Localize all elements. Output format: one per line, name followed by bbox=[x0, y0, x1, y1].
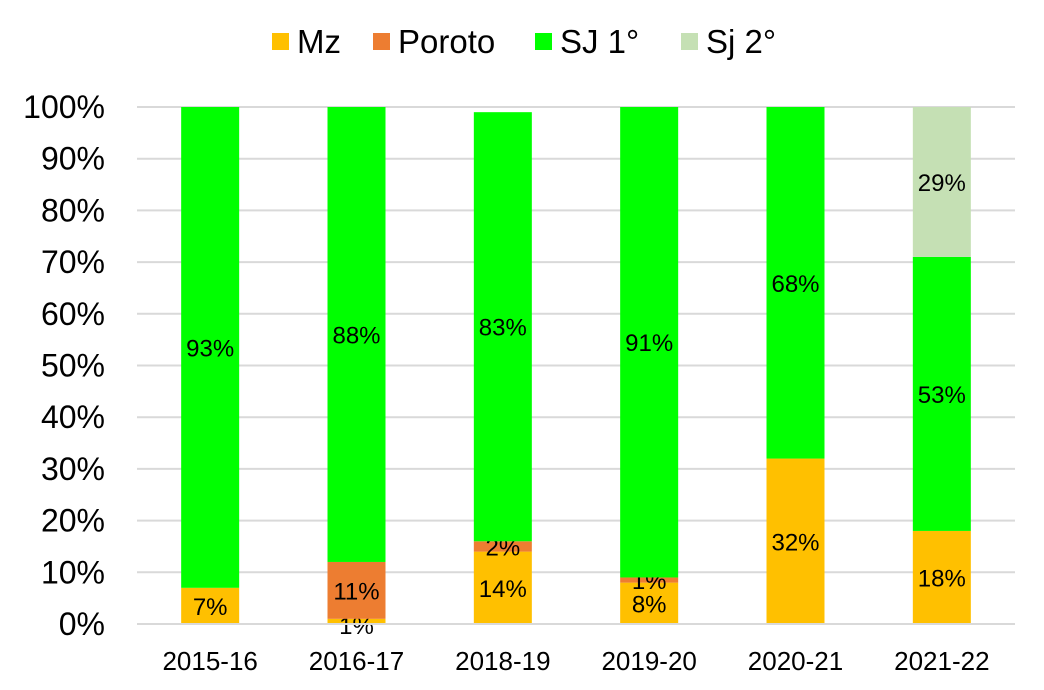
data-label: 93% bbox=[186, 335, 234, 362]
bar-segment bbox=[327, 107, 386, 562]
y-tick-label: 30% bbox=[41, 451, 105, 487]
y-tick-label: 100% bbox=[23, 89, 105, 125]
bar-segment bbox=[181, 587, 240, 624]
legend-swatch bbox=[272, 33, 289, 50]
legend-label: Mz bbox=[297, 23, 341, 60]
y-tick-label: 70% bbox=[41, 244, 105, 280]
legend-swatch bbox=[681, 33, 698, 50]
bars: 7%93%1%11%88%14%2%83%8%1%91%32%68%18%53%… bbox=[181, 107, 971, 640]
legend-label: Sj 2° bbox=[706, 23, 776, 60]
bar-segment bbox=[473, 112, 532, 542]
data-label: 7% bbox=[193, 594, 228, 621]
y-tick-label: 80% bbox=[41, 192, 105, 228]
data-label: 32% bbox=[771, 529, 819, 556]
y-tick-label: 0% bbox=[59, 606, 105, 642]
bar-segment bbox=[912, 256, 971, 531]
x-axis: 2015-16 2016-17 2018-19 2019-20 2020-21 2021-… bbox=[137, 623, 1015, 676]
data-label: 53% bbox=[918, 382, 966, 409]
bar-segment bbox=[327, 561, 386, 619]
x-tick-label: 2015-16 bbox=[162, 646, 257, 676]
legend-swatch bbox=[535, 33, 552, 50]
bar-segment bbox=[912, 530, 971, 624]
y-tick-label: 20% bbox=[41, 503, 105, 539]
bar-segment bbox=[181, 107, 240, 588]
data-label: 91% bbox=[625, 330, 673, 357]
legend-swatch bbox=[373, 33, 390, 50]
gridlines bbox=[137, 106, 1015, 625]
bar-segment bbox=[327, 618, 386, 624]
data-label: 29% bbox=[918, 170, 966, 197]
y-tick-label: 60% bbox=[41, 296, 105, 332]
x-tick-label: 2019-20 bbox=[601, 646, 696, 676]
legend-label: Poroto bbox=[398, 23, 495, 60]
bar-segment bbox=[473, 551, 532, 624]
bar-segment bbox=[473, 541, 532, 552]
bar-segment bbox=[620, 582, 679, 624]
data-label: 14% bbox=[479, 576, 527, 603]
y-axis: 0% 10% 20% 30% 40% 50% 60% 70% 80% 90% 100% bbox=[23, 89, 105, 642]
data-label: 18% bbox=[918, 565, 966, 592]
bar-segment bbox=[766, 458, 825, 624]
data-label: 11% bbox=[333, 578, 379, 605]
y-tick-label: 40% bbox=[41, 399, 105, 435]
data-label: 68% bbox=[771, 271, 819, 298]
data-label: 8% bbox=[632, 591, 667, 618]
x-tick-label: 2020-21 bbox=[748, 646, 843, 676]
bar-segment bbox=[912, 107, 971, 257]
legend-label: SJ 1° bbox=[560, 23, 639, 60]
legend: Mz Poroto SJ 1° Sj 2° bbox=[272, 23, 776, 60]
x-tick-label: 2018-19 bbox=[455, 646, 550, 676]
data-label: 88% bbox=[332, 322, 380, 349]
y-tick-label: 10% bbox=[41, 554, 105, 590]
bar-segment bbox=[620, 577, 679, 583]
data-label: 83% bbox=[479, 315, 527, 342]
x-tick-label: 2021-22 bbox=[894, 646, 989, 676]
bar-segment bbox=[766, 107, 825, 459]
y-tick-label: 90% bbox=[41, 141, 105, 177]
y-tick-label: 50% bbox=[41, 348, 105, 384]
bar-segment bbox=[620, 107, 679, 578]
x-tick-label: 2016-17 bbox=[309, 646, 404, 676]
